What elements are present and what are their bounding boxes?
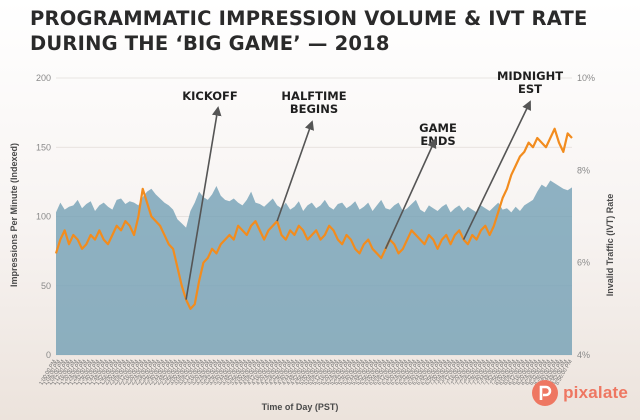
chart-title-line-1: PROGRAMMATIC IMPRESSION VOLUME & IVT RAT… — [30, 7, 588, 30]
annotation-arrow-3 — [462, 100, 531, 240]
left-tick-label-4: 200 — [36, 73, 51, 83]
pixalate-logo-icon — [532, 380, 559, 406]
annotation-label-0-line-0: KICKOFF — [182, 89, 238, 103]
ivt-line — [54, 127, 573, 310]
chart-title-line-2: DURING THE ‘BIG GAME’ — 2018 — [30, 32, 390, 55]
brand-name: pixalate — [563, 383, 628, 402]
right-tick-label-2: 8% — [577, 165, 590, 175]
left-tick-label-2: 100 — [36, 212, 51, 222]
impressions-area-layer — [56, 180, 572, 355]
annotation-label-2-line-0: GAME — [419, 121, 457, 135]
annotation-label-3-line-0: MIDNIGHT — [497, 69, 563, 83]
left-tick-label-1: 50 — [41, 281, 51, 291]
left-tick-label-3: 150 — [36, 142, 51, 152]
left-axis-ticks: 0 50 100 150 200 — [36, 73, 51, 360]
annotation-label-1-line-1: BEGINS — [290, 102, 338, 116]
brand-logo: pixalate — [532, 380, 628, 406]
annotation-label-1-line-0: HALFTIME — [281, 89, 346, 103]
x-axis-ticks: 1:00:00 PM1:04:00 PM1:08:00 PM1:12:00 PM… — [38, 359, 573, 387]
annotation-label-2-line-1: ENDS — [420, 134, 455, 148]
annotation-arrow-2 — [384, 138, 437, 250]
left-tick-label-0: 0 — [46, 350, 51, 360]
right-axis-ticks: 4% 6% 8% 10% — [577, 73, 595, 360]
annotation-label-3-line-1: EST — [518, 82, 542, 96]
y-axis-right-title: Invalid Traffic (IVT) Rate — [605, 194, 615, 297]
y-axis-left-title: Impressions Per Minute (Indexed) — [9, 143, 19, 287]
ivt-line-layer — [54, 127, 573, 310]
annotation-arrow-1 — [276, 120, 314, 222]
chart-title: PROGRAMMATIC IMPRESSION VOLUME & IVT RAT… — [30, 6, 630, 56]
right-tick-label-0: 4% — [577, 350, 590, 360]
impressions-area — [56, 180, 572, 355]
right-tick-label-1: 6% — [577, 258, 590, 268]
annotation-arrow-0 — [185, 106, 222, 300]
x-axis-title: Time of Day (PST) — [262, 402, 339, 412]
right-tick-label-3: 10% — [577, 73, 595, 83]
